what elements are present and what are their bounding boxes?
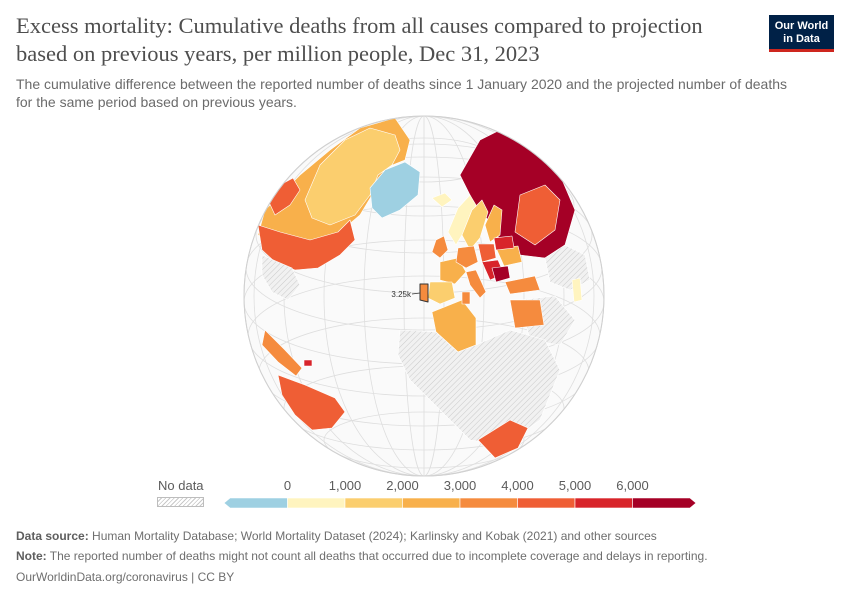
- region-central-america[interactable]: [261, 329, 303, 377]
- globe-map[interactable]: 3.25k: [0, 100, 850, 480]
- legend-bin-4[interactable]: [459, 497, 518, 509]
- region-south-america[interactable]: [277, 374, 346, 431]
- legend-tick-0: 0: [283, 478, 292, 493]
- legend-no-data-label: No data: [158, 478, 204, 493]
- region-south-africa[interactable]: [477, 419, 529, 459]
- legend-bin-1[interactable]: [287, 497, 346, 509]
- region-caribbean[interactable]: [303, 359, 313, 367]
- region-canada-north[interactable]: [304, 127, 401, 226]
- region-tunisia[interactable]: [461, 291, 471, 305]
- region-norway[interactable]: [447, 194, 477, 246]
- footer-note: Note: The reported number of deaths migh…: [16, 549, 708, 563]
- region-france[interactable]: [439, 257, 467, 285]
- legend-tick-6: 6,000: [616, 478, 649, 493]
- logo-line-1: Our World: [774, 20, 829, 32]
- region-italy[interactable]: [465, 269, 487, 299]
- source-label: Data source:: [16, 529, 89, 543]
- footer-url[interactable]: OurWorldinData.org/coronavirus | CC BY: [16, 570, 235, 584]
- region-egypt[interactable]: [509, 299, 545, 329]
- legend-tick-4: 4,000: [501, 478, 534, 493]
- region-poland[interactable]: [477, 243, 497, 263]
- legend-tick-1: 1,000: [328, 478, 362, 493]
- region-mexico[interactable]: [261, 254, 301, 301]
- note-label: Note:: [16, 549, 47, 563]
- note-text: The reported number of deaths might not …: [49, 549, 708, 563]
- legend-no-data-swatch[interactable]: [157, 497, 204, 507]
- region-germany[interactable]: [455, 245, 479, 269]
- region-iceland[interactable]: [431, 192, 453, 208]
- region-bulgaria[interactable]: [491, 265, 511, 283]
- region-africa-rest[interactable]: [397, 329, 561, 446]
- annotation-label-portugal: 3.25k: [391, 290, 412, 299]
- legend-bin-5[interactable]: [517, 497, 576, 509]
- legend-bin-0[interactable]: [223, 497, 288, 509]
- region-oman[interactable]: [571, 277, 583, 303]
- legend-tick-3: 3,000: [443, 478, 477, 493]
- region-finland[interactable]: [484, 204, 503, 243]
- region-uk[interactable]: [431, 235, 449, 259]
- region-turkey[interactable]: [504, 275, 541, 295]
- globe-outline: [243, 115, 605, 477]
- region-belarus[interactable]: [493, 235, 515, 251]
- footer-source: Data source: Human Mortality Database; W…: [16, 529, 657, 543]
- legend-tick-5: 5,000: [558, 478, 592, 493]
- region-kazakhstan-data[interactable]: [514, 184, 561, 246]
- owid-logo[interactable]: Our World in Data: [769, 15, 834, 52]
- legend-bin-2[interactable]: [344, 497, 403, 509]
- legend-tick-2: 2,000: [386, 478, 419, 493]
- legend-bin-3[interactable]: [402, 497, 461, 509]
- legend-color-bar: [223, 497, 697, 509]
- chart-subtitle: The cumulative difference between the re…: [16, 76, 788, 110]
- logo-line-2: in Data: [783, 32, 820, 45]
- chart-title: Excess mortality: Cumulative deaths from…: [16, 13, 703, 66]
- color-legend: No data 0 1,000 2,000 3,000 4,000 5,000 6,000: [150, 470, 710, 515]
- annotation-leader: [411, 292, 421, 295]
- region-portugal[interactable]: [419, 283, 429, 303]
- source-text: Human Mortality Database; World Mortalit…: [92, 529, 657, 543]
- region-greenland[interactable]: [369, 161, 421, 219]
- legend-bin-6[interactable]: [574, 497, 633, 509]
- legend-bin-7[interactable]: [632, 497, 697, 509]
